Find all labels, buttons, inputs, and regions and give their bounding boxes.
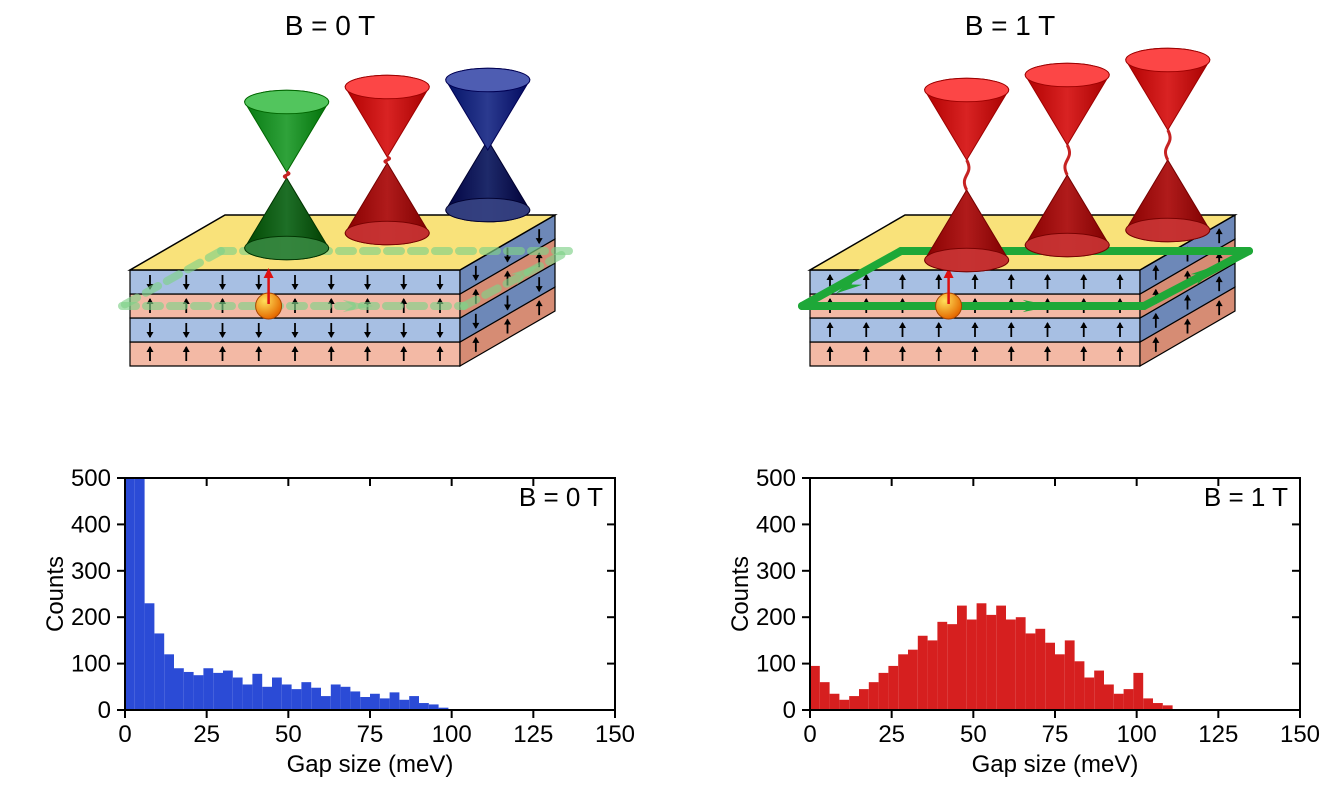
- svg-text:75: 75: [1042, 721, 1069, 748]
- svg-text:50: 50: [275, 721, 302, 748]
- svg-text:500: 500: [756, 465, 796, 492]
- svg-text:125: 125: [513, 721, 553, 748]
- svg-text:50: 50: [960, 721, 987, 748]
- svg-text:150: 150: [595, 721, 635, 748]
- left-diagram-svg: [60, 40, 600, 440]
- svg-text:B = 0 T: B = 0 T: [519, 482, 603, 512]
- svg-text:100: 100: [1117, 721, 1157, 748]
- svg-text:100: 100: [71, 651, 111, 678]
- left-chart: 0 25 50 75 100 125 150 0 100 200 300 400 500 Gap size…: [35, 460, 635, 780]
- svg-text:Counts: Counts: [42, 556, 69, 632]
- svg-text:0: 0: [118, 721, 131, 748]
- svg-text:200: 200: [756, 604, 796, 631]
- left-panel-title: B = 0 T: [250, 10, 410, 42]
- svg-text:Counts: Counts: [727, 556, 754, 632]
- svg-text:Gap size (meV): Gap size (meV): [287, 751, 454, 778]
- svg-text:200: 200: [71, 604, 111, 631]
- right-diagram-svg: [740, 40, 1280, 440]
- svg-text:25: 25: [193, 721, 220, 748]
- left-diagram: [60, 40, 600, 440]
- left-chart-svg: 0 25 50 75 100 125 150 0 100 200 300 400 500 Gap size…: [35, 460, 635, 780]
- svg-text:100: 100: [756, 651, 796, 678]
- svg-text:B = 1 T: B = 1 T: [1204, 482, 1288, 512]
- right-diagram: [740, 40, 1280, 440]
- svg-text:400: 400: [756, 511, 796, 538]
- right-chart-svg: 0 25 50 75 100 125 150 0 100 200 300 400 500 Gap size…: [720, 460, 1320, 780]
- left-title-text: B = 0 T: [285, 10, 376, 41]
- svg-text:25: 25: [878, 721, 905, 748]
- right-panel-title: B = 1 T: [930, 10, 1090, 42]
- svg-text:125: 125: [1198, 721, 1238, 748]
- svg-text:100: 100: [432, 721, 472, 748]
- svg-text:0: 0: [98, 697, 111, 724]
- svg-text:300: 300: [756, 558, 796, 585]
- figure-root: B = 0 T B = 1 T 0 25 50 75 100 125 150 0 100 200 3…: [0, 0, 1331, 782]
- svg-text:0: 0: [783, 697, 796, 724]
- svg-text:300: 300: [71, 558, 111, 585]
- svg-text:150: 150: [1280, 721, 1320, 748]
- svg-text:75: 75: [357, 721, 384, 748]
- svg-text:Gap size (meV): Gap size (meV): [972, 751, 1139, 778]
- right-title-text: B = 1 T: [965, 10, 1056, 41]
- right-chart: 0 25 50 75 100 125 150 0 100 200 300 400 500 Gap size…: [720, 460, 1320, 780]
- svg-text:400: 400: [71, 511, 111, 538]
- svg-text:500: 500: [71, 465, 111, 492]
- svg-text:0: 0: [803, 721, 816, 748]
